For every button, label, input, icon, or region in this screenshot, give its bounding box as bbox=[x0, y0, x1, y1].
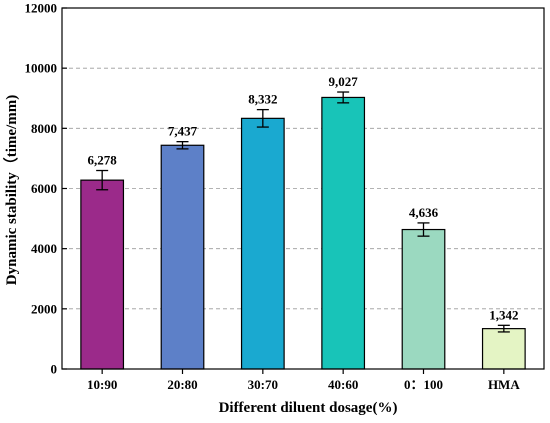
error-bars bbox=[96, 91, 510, 333]
x-tick-label: 20:80 bbox=[167, 377, 197, 392]
y-tick-label: 6000 bbox=[31, 181, 57, 196]
y-tick-label: 8000 bbox=[31, 121, 57, 136]
x-tick-label: 0：100 bbox=[404, 377, 443, 392]
x-tick-label: 40:60 bbox=[328, 377, 358, 392]
y-tick-label: 0 bbox=[51, 362, 58, 377]
data-label: 6,278 bbox=[88, 153, 118, 168]
bar-1 bbox=[80, 179, 125, 370]
axes: 0 2000 4000 6000 8000 10000 12000 10:90 20:80 30:… bbox=[25, 1, 545, 392]
data-label: 8,332 bbox=[248, 92, 277, 107]
data-labels: 6,278 7,437 8,332 9,027 4,636 1,342 bbox=[88, 74, 519, 322]
y-tick-label: 10000 bbox=[25, 61, 58, 76]
bar-6 bbox=[481, 328, 526, 370]
y-tick-label: 12000 bbox=[25, 1, 58, 16]
x-axis-title: Different diluent dosage(%) bbox=[219, 400, 398, 416]
data-label: 9,027 bbox=[329, 74, 359, 89]
bar-2 bbox=[160, 144, 205, 370]
data-label: 1,342 bbox=[489, 307, 518, 322]
bar-5 bbox=[401, 228, 446, 370]
y-axis-title: Dynamic stability（time/mm) bbox=[2, 95, 20, 285]
data-label: 7,437 bbox=[168, 124, 198, 139]
x-tick-label: HMA bbox=[488, 377, 520, 392]
x-tick-label: 30:70 bbox=[248, 377, 278, 392]
x-tick-label: 10:90 bbox=[87, 377, 117, 392]
y-tick-label: 4000 bbox=[31, 241, 57, 256]
gridlines bbox=[62, 67, 544, 310]
bars bbox=[80, 96, 526, 370]
y-tick-label: 2000 bbox=[31, 301, 57, 316]
bar-4 bbox=[321, 96, 366, 370]
data-label: 4,636 bbox=[409, 205, 439, 220]
bar-3 bbox=[240, 117, 285, 370]
